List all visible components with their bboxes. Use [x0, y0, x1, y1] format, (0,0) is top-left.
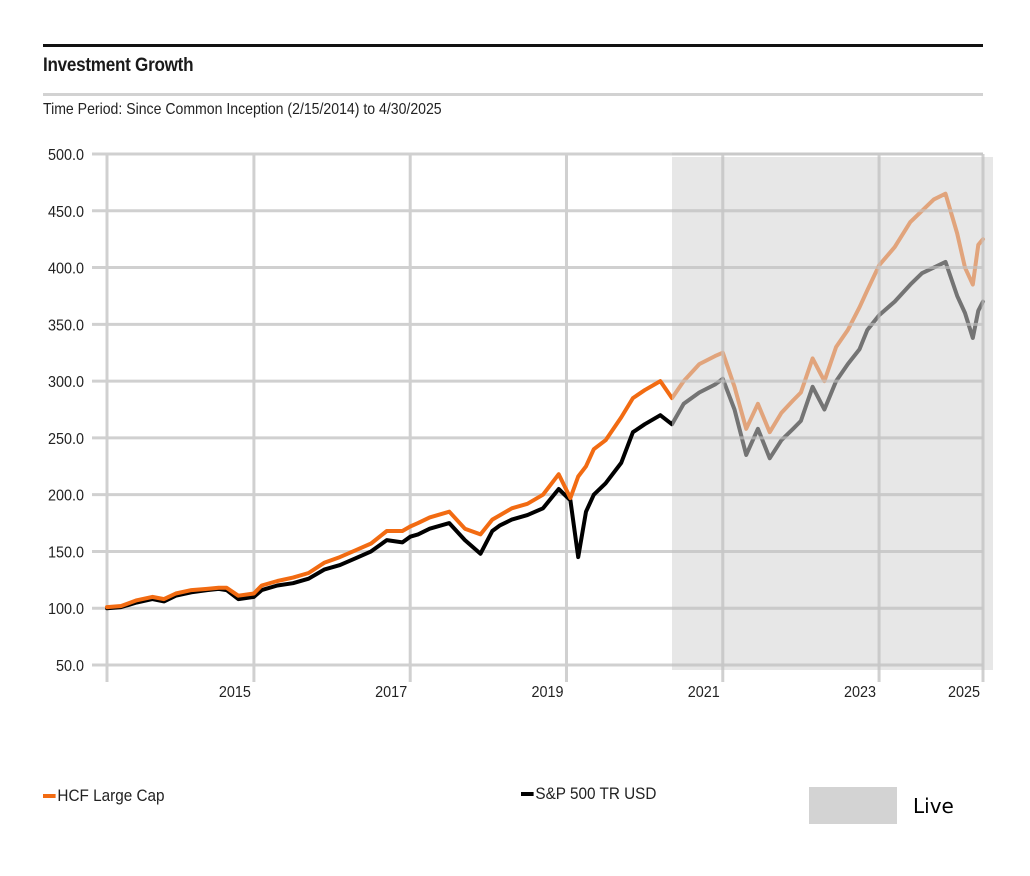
y-tick-label: 50.0 [56, 657, 84, 675]
legend-item-sp500: S&P 500 TR USD [521, 784, 656, 804]
y-tick-label: 200.0 [48, 487, 84, 505]
y-tick-label: 300.0 [48, 373, 84, 391]
legend-label-live: Live [913, 793, 954, 818]
y-tick-label: 100.0 [48, 601, 84, 619]
title-separator [43, 93, 983, 96]
x-tick-label: 2021 [688, 683, 720, 701]
legend-label-hcf: HCF Large Cap [57, 786, 165, 805]
live-period-shade [671, 157, 993, 670]
legend-swatch-sp500 [521, 792, 534, 796]
chart-title: Investment Growth [43, 55, 194, 76]
x-tick-label: 2023 [844, 683, 876, 701]
top-rule [43, 44, 983, 47]
legend-swatch-live [809, 787, 897, 824]
y-tick-label: 350.0 [48, 317, 84, 335]
y-tick-label: 400.0 [48, 260, 84, 278]
y-tick-label: 500.0 [48, 146, 84, 164]
chart-subtitle: Time Period: Since Common Inception (2/1… [43, 101, 442, 118]
legend-label-sp500: S&P 500 TR USD [535, 784, 657, 803]
y-tick-label: 450.0 [48, 203, 84, 221]
x-tick-label: 2025 [948, 683, 980, 701]
y-tick-label: 250.0 [48, 430, 84, 448]
y-tick-label: 150.0 [48, 544, 84, 562]
legend-item-live: Live [809, 787, 954, 824]
x-tick-label: 2019 [531, 683, 563, 701]
legend-item-hcf: HCF Large Cap [43, 786, 165, 806]
x-tick-label: 2017 [375, 683, 407, 701]
x-tick-label: 2015 [219, 683, 251, 701]
legend-swatch-hcf [43, 794, 56, 798]
